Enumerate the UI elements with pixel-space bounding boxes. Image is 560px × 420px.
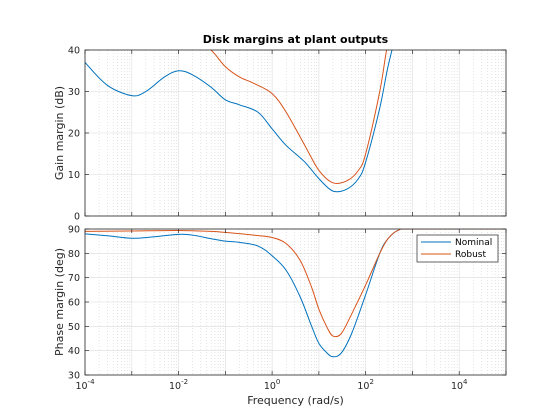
legend-label-nominal: Nominal — [455, 238, 492, 248]
phase-margin-series — [85, 229, 506, 358]
y-tick-label: 50 — [68, 322, 80, 333]
x-tick-label: 100 — [264, 378, 281, 392]
y-tick-label: 30 — [68, 371, 80, 382]
x-tick-label: 10-2 — [169, 378, 188, 392]
y-tick-label: 60 — [68, 298, 80, 309]
y-tick-label: 40 — [68, 346, 80, 357]
series-line-nominal — [85, 50, 393, 193]
y-tick-label: 0 — [74, 212, 80, 223]
legend: Nominal Robust — [416, 234, 499, 263]
legend-box — [416, 234, 499, 263]
x-tick-label: 102 — [357, 378, 374, 392]
gain-margin-series — [85, 50, 393, 193]
legend-label-robust: Robust — [455, 250, 486, 260]
y-tick-label: 90 — [68, 225, 80, 236]
y-tick-label: 20 — [68, 129, 80, 140]
x-tick-label: 104 — [451, 378, 468, 392]
series-line-robust — [85, 229, 506, 338]
gain-margin-y-axis-label: Gain margin (dB) — [53, 86, 66, 180]
y-tick-label: 40 — [68, 46, 80, 57]
y-tick-label: 80 — [68, 249, 80, 260]
y-tick-label: 30 — [68, 87, 80, 98]
series-line-robust — [210, 50, 388, 184]
y-tick-label: 10 — [68, 170, 80, 181]
phase-margin-axes: 30 40 50 60 70 80 90 10-4 10-2 100 102 104 Phase ma… — [53, 225, 507, 407]
gain-margin-ticks: 0 10 20 30 40 — [68, 46, 507, 223]
phase-margin-ticks: 30 40 50 60 70 80 90 10-4 10-2 100 102 104 — [68, 225, 507, 392]
x-tick-label: 10-4 — [75, 378, 95, 392]
phase-margin-y-axis-label: Phase margin (deg) — [53, 248, 66, 356]
chart-title: Disk margins at plant outputs — [203, 33, 389, 46]
x-axis-label: Frequency (rad/s) — [247, 394, 344, 407]
y-tick-label: 70 — [68, 273, 80, 284]
